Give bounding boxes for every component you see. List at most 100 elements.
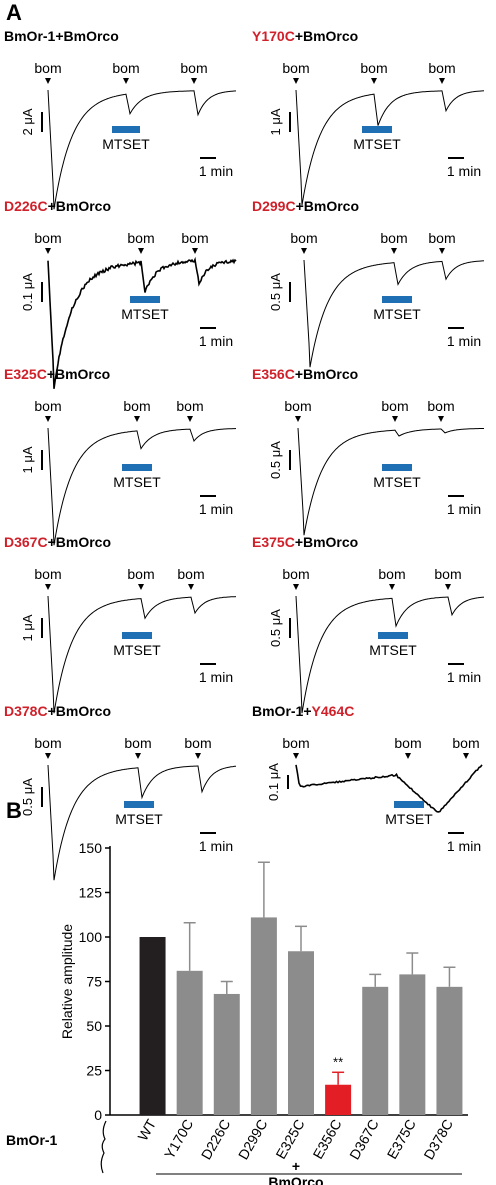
trace-panel: D299C+BmOrco bom bom bom MTSET 0.5 μA 1 min bbox=[252, 198, 492, 368]
bom-label: bom bbox=[427, 398, 454, 414]
mtset-bar bbox=[112, 126, 140, 133]
mtset-bar bbox=[394, 801, 424, 808]
trace-title-suffix: +BmOrco bbox=[294, 28, 359, 44]
panel-a-letter: A bbox=[6, 0, 22, 25]
trace-plot: bom bom bom MTSET 0.5 μA 1 min bbox=[268, 398, 484, 536]
mtset-bar bbox=[378, 632, 408, 639]
mtset-label: MTSET bbox=[113, 642, 161, 658]
bom-label: bom bbox=[180, 60, 207, 76]
bom-label: bom bbox=[184, 735, 211, 751]
bom-label: bom bbox=[176, 398, 203, 414]
trace-title-mutation: E325C bbox=[4, 366, 47, 382]
current-scale-label: 0.5 μA bbox=[20, 778, 35, 816]
trace-title-mutation: Y464C bbox=[311, 703, 355, 719]
mtset-bar bbox=[122, 632, 152, 639]
panel-b-letter: B bbox=[6, 798, 22, 823]
trace-title: D226C+BmOrco bbox=[4, 198, 111, 214]
bom-marker bbox=[405, 753, 411, 759]
significance-mark: ** bbox=[333, 1054, 343, 1069]
time-scale-label: 1 min bbox=[199, 838, 233, 854]
mtset-bar bbox=[130, 296, 160, 303]
trace-plot: bom bom bom MTSET 0.5 μA 1 min bbox=[268, 566, 485, 714]
trace-title-prefix: BmOr-1+ bbox=[252, 703, 312, 719]
bar bbox=[250, 917, 277, 1115]
bom-label: bom bbox=[34, 398, 61, 414]
current-trace bbox=[295, 595, 485, 714]
trace-panel: Y170C+BmOrco bom bom bom MTSET 1 μA 1 min bbox=[252, 28, 492, 206]
trace-plot: bom bom bom MTSET 1 μA 1 min bbox=[20, 398, 237, 546]
trace-title: BmOr-1+Y464C bbox=[252, 703, 354, 719]
mtset-bar bbox=[122, 464, 152, 471]
trace-title-suffix: +BmOrco bbox=[47, 198, 112, 214]
trace-plot: bom bom bom MTSET 0.1 μA 1 min bbox=[20, 230, 237, 389]
mtset-label: MTSET bbox=[353, 136, 401, 152]
bar bbox=[325, 1084, 352, 1115]
trace-title: D367C+BmOrco bbox=[4, 534, 111, 550]
x-tick-label: E356C bbox=[309, 1117, 344, 1162]
bom-marker bbox=[439, 248, 445, 254]
bom-marker bbox=[293, 584, 299, 590]
bom-marker bbox=[438, 416, 444, 422]
y-tick-label: 75 bbox=[86, 974, 102, 990]
current-trace bbox=[297, 427, 484, 536]
bom-label: bom bbox=[428, 60, 455, 76]
x-tick-label: D367C bbox=[346, 1117, 382, 1163]
bom-marker bbox=[192, 248, 198, 254]
bom-label: bom bbox=[127, 566, 154, 582]
bom-label: bom bbox=[124, 735, 151, 751]
mtset-bar bbox=[382, 296, 412, 303]
x-tick-label: D299C bbox=[235, 1117, 271, 1163]
current-scale-label: 1 μA bbox=[268, 108, 283, 135]
bom-marker bbox=[138, 248, 144, 254]
trace-title-suffix: +BmOrco bbox=[294, 366, 359, 382]
mtset-label: MTSET bbox=[113, 474, 161, 490]
mtset-label: MTSET bbox=[373, 306, 421, 322]
trace-panel: BmOr-1+BmOrco bom bom bom MTSET 2 μA 1 min bbox=[4, 28, 244, 210]
trace-panel: D378C+BmOrco bom bom bom MTSET 0.5 μA 1 min bbox=[4, 703, 244, 881]
bom-label: bom bbox=[123, 398, 150, 414]
current-scale-label: 0.5 μA bbox=[268, 441, 283, 479]
trace-title-mutation: D299C bbox=[252, 198, 296, 214]
bom-label: bom bbox=[112, 60, 139, 76]
trace-panel: D226C+BmOrco bom bom bom MTSET 0.1 μA 1 min bbox=[4, 198, 244, 389]
time-scale-label: 1 min bbox=[447, 333, 481, 349]
current-scale-label: 0.5 μA bbox=[268, 273, 283, 311]
bom-marker bbox=[371, 78, 377, 84]
bom-label: bom bbox=[34, 60, 61, 76]
bar bbox=[288, 951, 314, 1115]
bom-label: bom bbox=[282, 60, 309, 76]
x-tick-label: D226C bbox=[198, 1117, 234, 1163]
bom-label: bom bbox=[360, 60, 387, 76]
time-scale-label: 1 min bbox=[199, 333, 233, 349]
current-trace bbox=[47, 595, 237, 714]
bom-marker bbox=[191, 78, 197, 84]
bom-marker bbox=[195, 753, 201, 759]
bom-label: bom bbox=[34, 230, 61, 246]
trace-title: E325C+BmOrco bbox=[4, 366, 110, 382]
bom-marker bbox=[301, 248, 307, 254]
bom-marker bbox=[45, 416, 51, 422]
trace-title: Y170C+BmOrco bbox=[252, 28, 358, 44]
time-scale-label: 1 min bbox=[199, 669, 233, 685]
y-axis-label: Relative amplitude bbox=[59, 924, 75, 1039]
current-trace bbox=[47, 427, 237, 546]
trace-plot: bom bom bom MTSET 1 μA 1 min bbox=[268, 60, 485, 206]
bom-label: bom bbox=[290, 230, 317, 246]
bom-marker bbox=[45, 78, 51, 84]
bom-marker bbox=[392, 416, 398, 422]
current-scale-label: 1 μA bbox=[20, 614, 35, 641]
current-trace bbox=[303, 259, 485, 368]
trace-title-mutation: D226C bbox=[4, 198, 48, 214]
mtset-bar bbox=[124, 801, 154, 808]
y-tick-label: 150 bbox=[79, 840, 103, 856]
bom-label: bom bbox=[34, 735, 61, 751]
trace-title-mutation: Y170C bbox=[252, 28, 295, 44]
current-scale-label: 1 μA bbox=[20, 446, 35, 473]
brace bbox=[100, 1120, 107, 1174]
bom-label: bom bbox=[34, 566, 61, 582]
current-trace bbox=[47, 256, 237, 389]
group-label: BmOr-1 bbox=[6, 1132, 58, 1148]
current-scale-label: 0.5 μA bbox=[268, 609, 283, 647]
y-tick-label: 100 bbox=[79, 929, 103, 945]
bom-label: bom bbox=[282, 566, 309, 582]
